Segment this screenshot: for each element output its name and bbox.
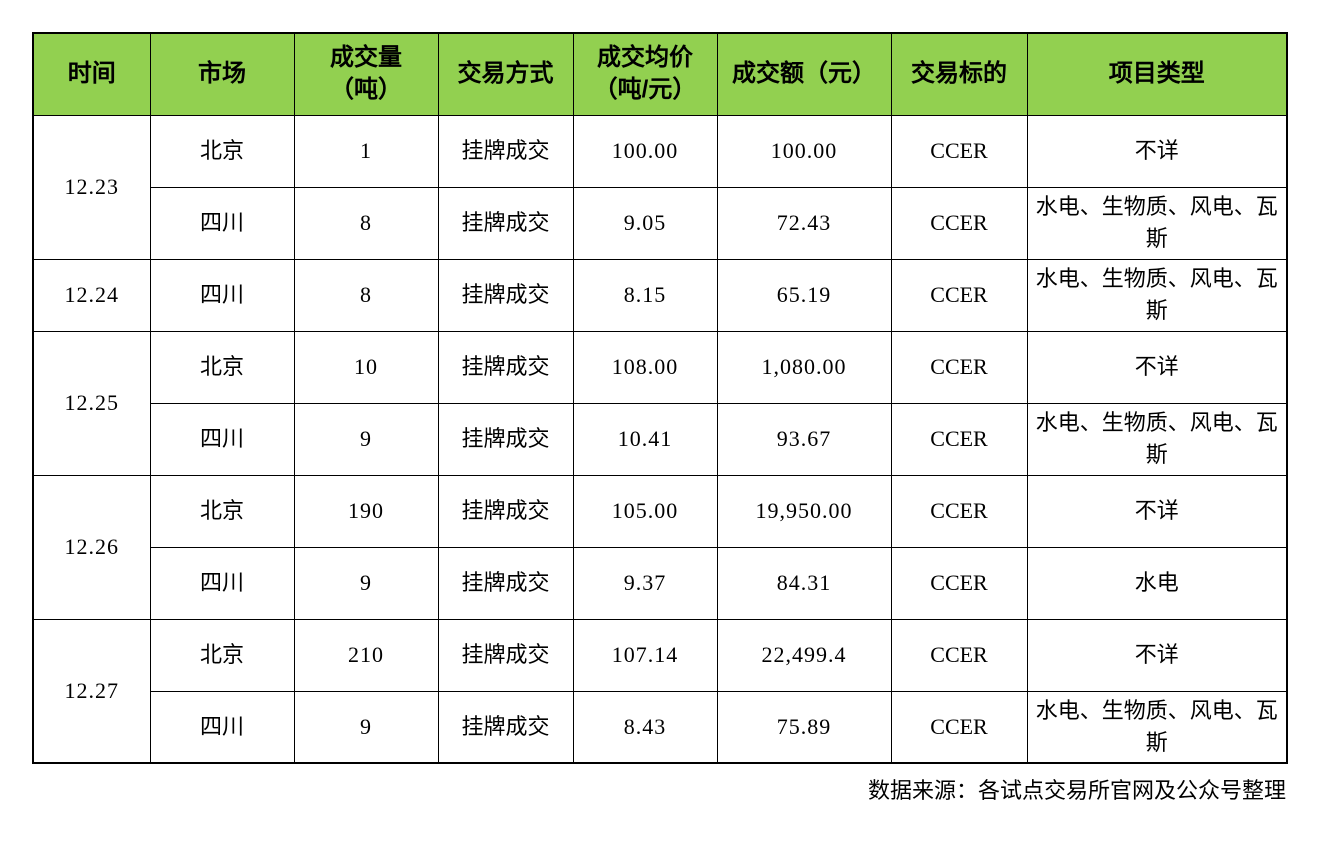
cell-volume: 10	[293, 330, 439, 404]
table-row: 12.23 北京 1 挂牌成交 100.00 100.00 CCER 不详	[32, 114, 1288, 260]
data-source-note: 数据来源：各试点交易所官网及公众号整理	[867, 778, 1286, 803]
cell-target: CCER	[890, 618, 1028, 692]
cell-method: 挂牌成交	[437, 186, 574, 260]
cell-avg-price: 8.43	[572, 690, 718, 764]
cell-method: 挂牌成交	[437, 258, 574, 332]
cell-avg-price: 108.00	[572, 330, 718, 404]
column-header-volume: 成交量 （吨）	[293, 32, 439, 116]
cell-market: 北京	[149, 330, 295, 404]
cell-market: 四川	[149, 186, 295, 260]
cell-amount: 72.43	[716, 186, 892, 260]
cell-date: 12.24	[32, 258, 151, 332]
table-row: 四川 9 挂牌成交 9.37 84.31 CCER 水电	[33, 546, 1288, 620]
cell-volume: 210	[293, 618, 439, 692]
cell-target: CCER	[890, 546, 1028, 620]
cell-volume: 9	[293, 546, 439, 620]
column-header-amount: 成交额（元）	[716, 32, 892, 116]
cell-avg-price: 10.41	[572, 402, 718, 476]
cell-volume: 9	[293, 402, 439, 476]
cell-target: CCER	[890, 330, 1028, 404]
cell-avg-price: 9.05	[572, 186, 718, 260]
ccer-trading-table: 时间 市场 成交量 （吨） 交易方式 成交均价 （吨/元） 成交额（元） 交易标…	[32, 32, 1288, 764]
cell-project-type: 不详	[1026, 474, 1288, 548]
page: 时间 市场 成交量 （吨） 交易方式 成交均价 （吨/元） 成交额（元） 交易标…	[32, 32, 1288, 805]
cell-method: 挂牌成交	[437, 618, 574, 692]
cell-target: CCER	[890, 402, 1028, 476]
cell-target: CCER	[890, 258, 1028, 332]
table-row: 12.25 北京 10 挂牌成交 108.00 1,080.00 CCER 不详	[32, 330, 1288, 476]
cell-project-type: 水电、生物质、风电、瓦斯	[1026, 258, 1288, 332]
cell-method: 挂牌成交	[437, 474, 574, 548]
table-row: 四川 9 挂牌成交 8.43 75.89 CCER 水电、生物质、风电、瓦斯	[33, 690, 1288, 764]
table-row: 12.27 北京 210 挂牌成交 107.14 22,499.4 CCER 不…	[32, 618, 1288, 764]
cell-date: 12.25	[32, 330, 151, 476]
cell-avg-price: 105.00	[572, 474, 718, 548]
cell-project-type: 不详	[1026, 618, 1288, 692]
cell-method: 挂牌成交	[437, 690, 574, 764]
cell-target: CCER	[890, 114, 1028, 188]
cell-amount: 65.19	[716, 258, 892, 332]
cell-project-type: 水电、生物质、风电、瓦斯	[1026, 186, 1288, 260]
table-row: 四川 9 挂牌成交 10.41 93.67 CCER 水电、生物质、风电、瓦斯	[33, 402, 1288, 476]
cell-amount: 100.00	[716, 114, 892, 188]
cell-volume: 190	[293, 474, 439, 548]
column-header-time: 时间	[32, 32, 151, 116]
cell-volume: 8	[293, 186, 439, 260]
table-row: 四川 8 挂牌成交 9.05 72.43 CCER 水电、生物质、风电、瓦斯	[33, 186, 1288, 260]
cell-target: CCER	[890, 474, 1028, 548]
cell-avg-price: 8.15	[572, 258, 718, 332]
cell-amount: 1,080.00	[716, 330, 892, 404]
cell-project-type: 水电、生物质、风电、瓦斯	[1026, 402, 1288, 476]
cell-method: 挂牌成交	[437, 114, 574, 188]
cell-market: 北京	[149, 114, 295, 188]
column-header-method: 交易方式	[437, 32, 574, 116]
cell-method: 挂牌成交	[437, 546, 574, 620]
cell-market: 四川	[149, 258, 295, 332]
cell-project-type: 不详	[1026, 330, 1288, 404]
header-row: 时间 市场 成交量 （吨） 交易方式 成交均价 （吨/元） 成交额（元） 交易标…	[32, 32, 1288, 116]
cell-project-type: 水电、生物质、风电、瓦斯	[1026, 690, 1288, 764]
cell-date: 12.26	[32, 474, 151, 620]
cell-target: CCER	[890, 690, 1028, 764]
cell-method: 挂牌成交	[437, 330, 574, 404]
cell-avg-price: 9.37	[572, 546, 718, 620]
cell-volume: 8	[293, 258, 439, 332]
cell-market: 北京	[149, 618, 295, 692]
column-header-avg-price: 成交均价 （吨/元）	[572, 32, 718, 116]
cell-amount: 75.89	[716, 690, 892, 764]
cell-amount: 84.31	[716, 546, 892, 620]
cell-project-type: 水电	[1026, 546, 1288, 620]
cell-project-type: 不详	[1026, 114, 1288, 188]
cell-avg-price: 107.14	[572, 618, 718, 692]
table-row: 12.26 北京 190 挂牌成交 105.00 19,950.00 CCER …	[32, 474, 1288, 620]
cell-market: 四川	[149, 402, 295, 476]
cell-volume: 9	[293, 690, 439, 764]
cell-volume: 1	[293, 114, 439, 188]
cell-market: 四川	[149, 546, 295, 620]
cell-date: 12.27	[32, 618, 151, 764]
column-header-market: 市场	[149, 32, 295, 116]
cell-avg-price: 100.00	[572, 114, 718, 188]
table-row: 12.24 四川 8 挂牌成交 8.15 65.19 CCER 水电、生物质、风…	[32, 258, 1288, 332]
cell-date: 12.23	[32, 114, 151, 260]
column-header-project-type: 项目类型	[1026, 32, 1288, 116]
column-header-target: 交易标的	[890, 32, 1028, 116]
cell-target: CCER	[890, 186, 1028, 260]
cell-amount: 22,499.4	[716, 618, 892, 692]
cell-amount: 93.67	[716, 402, 892, 476]
cell-amount: 19,950.00	[716, 474, 892, 548]
cell-market: 北京	[149, 474, 295, 548]
cell-market: 四川	[149, 690, 295, 764]
cell-method: 挂牌成交	[437, 402, 574, 476]
